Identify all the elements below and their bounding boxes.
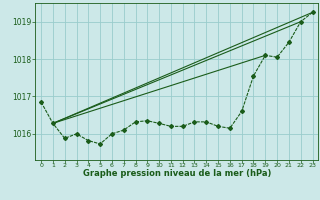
X-axis label: Graphe pression niveau de la mer (hPa): Graphe pression niveau de la mer (hPa) bbox=[83, 169, 271, 178]
